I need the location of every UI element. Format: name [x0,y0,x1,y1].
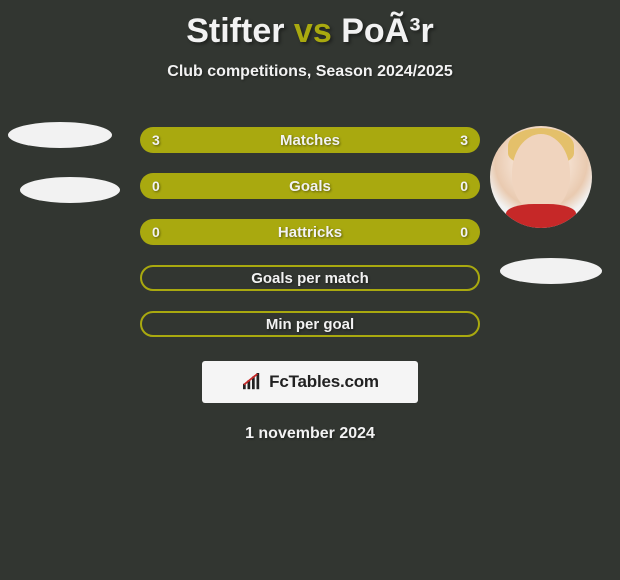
page-title: Stifter vs PoÃ³r [0,0,620,51]
brand-text: FcTables.com [269,372,379,392]
date-text: 1 november 2024 [0,425,620,443]
stat-goals-left: 0 [152,178,160,194]
avatar-player2 [490,126,592,228]
brand-box: FcTables.com [202,361,418,403]
stat-row-gpm: Goals per match [140,265,480,291]
stat-row-goals: 0 Goals 0 [140,173,480,199]
avatar-player1-shape-1 [8,122,112,148]
stat-matches-label: Matches [280,132,340,149]
avatar-player2-face [512,134,570,212]
stat-goals-right: 0 [460,178,468,194]
title-player1: Stifter [186,12,284,50]
avatar-player2-shirt [506,204,576,228]
stat-row-matches: 3 Matches 3 [140,127,480,153]
avatar-player1-shape-2 [20,177,120,203]
title-vs: vs [294,12,332,50]
bars-chart-icon [241,373,263,391]
stat-goals-label: Goals [289,178,331,195]
avatar-player2-shape [500,258,602,284]
stat-hattricks-label: Hattricks [278,224,342,241]
stat-gpm-label: Goals per match [251,270,369,287]
stat-matches-right: 3 [460,132,468,148]
stat-hattricks-right: 0 [460,224,468,240]
subtitle: Club competitions, Season 2024/2025 [0,63,620,81]
title-player2: PoÃ³r [341,12,434,50]
stat-row-mpg: Min per goal [140,311,480,337]
stat-hattricks-left: 0 [152,224,160,240]
stat-matches-left: 3 [152,132,160,148]
stat-mpg-label: Min per goal [266,316,354,333]
stat-row-hattricks: 0 Hattricks 0 [140,219,480,245]
stats-container: 3 Matches 3 0 Goals 0 0 Hattricks 0 Goal… [140,127,480,337]
